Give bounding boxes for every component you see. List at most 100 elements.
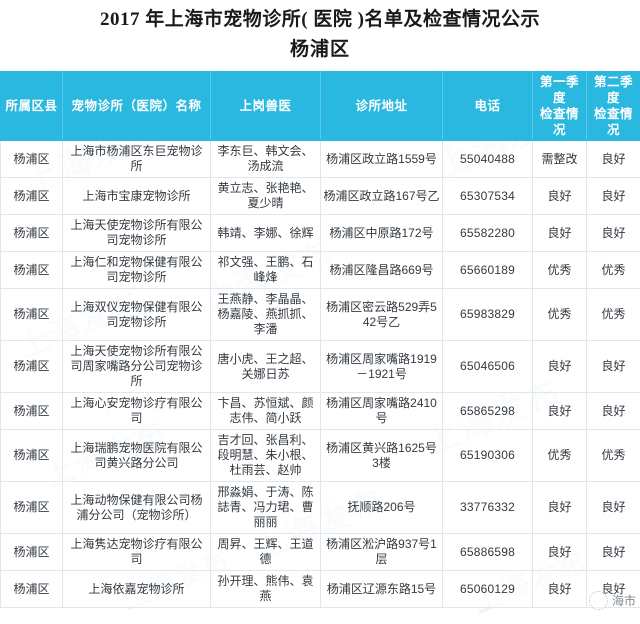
cell-clinic-name: 上海天使宠物诊所有限公司宠物诊所 <box>62 214 211 252</box>
cell-q2-status: 良好 <box>586 533 640 571</box>
table-row: 杨浦区 上海隽达宠物诊疗有限公司 周昇、王辉、王道德 杨浦区淞沪路937号1层 6588… <box>0 533 640 571</box>
cell-address: 抚顺路206号 <box>320 481 443 534</box>
cell-clinic-name: 上海瑞鹏宠物医院有限公司黄兴路分公司 <box>62 429 211 482</box>
table-body: 杨浦区 上海市杨浦区东巨宠物诊所 李东巨、韩文会、汤成流 杨浦区政立路1559号 550… <box>0 140 640 608</box>
cell-q1-status: 良好 <box>532 340 587 393</box>
table-row: 杨浦区 上海动物保健有限公司杨浦分公司（宠物诊所） 邢淼娟、于涛、陈誌青、冯力珺、曹… <box>0 481 640 534</box>
cell-q2-status: 优秀 <box>586 429 640 482</box>
cell-address: 杨浦区政立路167号乙 <box>320 177 443 215</box>
cell-clinic-name: 上海天使宠物诊所有限公司周家嘴路分公司宠物诊所 <box>62 340 211 393</box>
column-header-district: 所属区县 <box>0 71 63 141</box>
cell-address: 杨浦区淞沪路937号1层 <box>320 533 443 571</box>
cell-q2-status: 良好 <box>586 140 640 178</box>
cell-q2-status: 良好 <box>586 392 640 430</box>
cell-district: 杨浦区 <box>0 481 63 534</box>
table-row: 杨浦区 上海市杨浦区东巨宠物诊所 李东巨、韩文会、汤成流 杨浦区政立路1559号 550… <box>0 140 640 178</box>
cell-clinic-name: 上海仁和宠物保健有限公司宠物诊所 <box>62 251 211 289</box>
cell-phone: 65307534 <box>442 177 533 215</box>
cell-district: 杨浦区 <box>0 140 63 178</box>
cell-district: 杨浦区 <box>0 251 63 289</box>
cell-address: 杨浦区黄兴路1625号3楼 <box>320 429 443 482</box>
cell-district: 杨浦区 <box>0 340 63 393</box>
column-header-q2: 第二季度 检查情况 <box>586 71 640 141</box>
cell-q2-status: 优秀 <box>586 288 640 341</box>
cell-address: 杨浦区政立路1559号 <box>320 140 443 178</box>
clinic-table-wrapper: 所属区县 宠物诊所（医院）名称 上岗兽医 诊所地址 电话 第一季度 检查情况 第… <box>0 71 640 608</box>
column-header-q1-line1: 第一季度 <box>539 75 579 105</box>
cell-address: 杨浦区中原路172号 <box>320 214 443 252</box>
page-title-block: 2017 年上海市宠物诊所( 医院 )名单及检查情况公示 杨浦区 <box>0 0 640 64</box>
page-title: 2017 年上海市宠物诊所( 医院 )名单及检查情况公示 <box>100 9 540 30</box>
cell-q2-status: 良好 <box>586 481 640 534</box>
cell-clinic-name: 上海隽达宠物诊疗有限公司 <box>62 533 211 571</box>
cell-vets: 卞昌、苏恒斌、颜志伟、简小跃 <box>210 392 321 430</box>
cell-q1-status: 良好 <box>532 177 587 215</box>
cell-q1-status: 良好 <box>532 481 587 534</box>
cell-q2-status: 良好 <box>586 177 640 215</box>
cell-phone: 65983829 <box>442 288 533 341</box>
column-header-q2-line2: 检查情况 <box>593 107 633 137</box>
cell-phone: 65190306 <box>442 429 533 482</box>
column-header-address: 诊所地址 <box>320 71 443 141</box>
cell-district: 杨浦区 <box>0 392 63 430</box>
cell-clinic-name: 上海双仪宠物保健有限公司宠物诊所 <box>62 288 211 341</box>
cell-q1-status: 良好 <box>532 214 587 252</box>
cell-phone: 65886598 <box>442 533 533 571</box>
cell-clinic-name: 上海市杨浦区东巨宠物诊所 <box>62 140 211 178</box>
cell-district: 杨浦区 <box>0 429 63 482</box>
cell-vets: 李东巨、韩文会、汤成流 <box>210 140 321 178</box>
column-header-q1-line2: 检查情况 <box>539 107 579 137</box>
cell-q1-status: 需整改 <box>532 140 587 178</box>
cell-q1-status: 优秀 <box>532 251 587 289</box>
cell-phone: 65046506 <box>442 340 533 393</box>
cell-q1-status: 良好 <box>532 392 587 430</box>
cell-phone: 65582280 <box>442 214 533 252</box>
source-badge-overlay[interactable]: 海市 <box>588 591 636 610</box>
table-row: 杨浦区 上海依嘉宠物诊所 孙开理、熊伟、袁燕 杨浦区辽源东路15号 65060129 良好… <box>0 570 640 608</box>
cell-phone: 55040488 <box>442 140 533 178</box>
cell-vets: 黄立志、张艳艳、夏少晴 <box>210 177 321 215</box>
cell-address: 杨浦区隆昌路669号 <box>320 251 443 289</box>
cell-clinic-name: 上海心安宠物诊疗有限公司 <box>62 392 211 430</box>
cell-district: 杨浦区 <box>0 177 63 215</box>
clinic-table: 所属区县 宠物诊所（医院）名称 上岗兽医 诊所地址 电话 第一季度 检查情况 第… <box>0 71 640 608</box>
cell-q2-status: 良好 <box>586 340 640 393</box>
column-header-q2-line1: 第二季度 <box>593 75 633 105</box>
cell-phone: 33776332 <box>442 481 533 534</box>
cell-q1-status: 良好 <box>532 570 587 608</box>
cell-q1-status: 优秀 <box>532 288 587 341</box>
column-header-phone: 电话 <box>442 71 533 141</box>
table-row: 杨浦区 上海仁和宠物保健有限公司宠物诊所 祁文强、王鹏、石峰烽 杨浦区隆昌路669号 6… <box>0 251 640 289</box>
cell-vets: 孙开理、熊伟、袁燕 <box>210 570 321 608</box>
cell-phone: 65865298 <box>442 392 533 430</box>
table-row: 杨浦区 上海心安宠物诊疗有限公司 卞昌、苏恒斌、颜志伟、简小跃 杨浦区周家嘴路2410… <box>0 392 640 430</box>
column-header-q1: 第一季度 检查情况 <box>532 71 587 141</box>
table-row: 杨浦区 上海双仪宠物保健有限公司宠物诊所 王燕静、李晶晶、杨嘉陵、燕抓抓、李潘 杨浦区… <box>0 288 640 341</box>
cell-q1-status: 优秀 <box>532 429 587 482</box>
cell-address: 杨浦区周家嘴路2410号 <box>320 392 443 430</box>
cell-q2-status: 优秀 <box>586 251 640 289</box>
cell-vets: 祁文强、王鹏、石峰烽 <box>210 251 321 289</box>
cell-address: 杨浦区辽源东路15号 <box>320 570 443 608</box>
table-row: 杨浦区 上海瑞鹏宠物医院有限公司黄兴路分公司 吉才回、张昌利、段明慧、朱小根、杜雨芸… <box>0 429 640 482</box>
column-header-vets: 上岗兽医 <box>210 71 321 141</box>
table-row: 杨浦区 上海天使宠物诊所有限公司周家嘴路分公司宠物诊所 唐小虎、王之超、关娜日苏 杨浦… <box>0 340 640 393</box>
cell-clinic-name: 上海依嘉宠物诊所 <box>62 570 211 608</box>
cell-district: 杨浦区 <box>0 288 63 341</box>
cell-district: 杨浦区 <box>0 214 63 252</box>
cell-vets: 韩靖、李娜、徐辉 <box>210 214 321 252</box>
cell-clinic-name: 上海市宝康宠物诊所 <box>62 177 211 215</box>
cell-vets: 邢淼娟、于涛、陈誌青、冯力珺、曹丽丽 <box>210 481 321 534</box>
cell-address: 杨浦区密云路529弄542号乙 <box>320 288 443 341</box>
cell-q1-status: 良好 <box>532 533 587 571</box>
cell-vets: 周昇、王辉、王道德 <box>210 533 321 571</box>
source-badge-label: 海市 <box>611 594 636 608</box>
cell-district: 杨浦区 <box>0 570 63 608</box>
cell-clinic-name: 上海动物保健有限公司杨浦分公司（宠物诊所） <box>62 481 211 534</box>
cell-vets: 吉才回、张昌利、段明慧、朱小根、杜雨芸、赵帅 <box>210 429 321 482</box>
cell-phone: 65060129 <box>442 570 533 608</box>
table-row: 杨浦区 上海天使宠物诊所有限公司宠物诊所 韩靖、李娜、徐辉 杨浦区中原路172号 655… <box>0 214 640 252</box>
table-header-row: 所属区县 宠物诊所（医院）名称 上岗兽医 诊所地址 电话 第一季度 检查情况 第… <box>0 71 640 141</box>
cell-district: 杨浦区 <box>0 533 63 571</box>
